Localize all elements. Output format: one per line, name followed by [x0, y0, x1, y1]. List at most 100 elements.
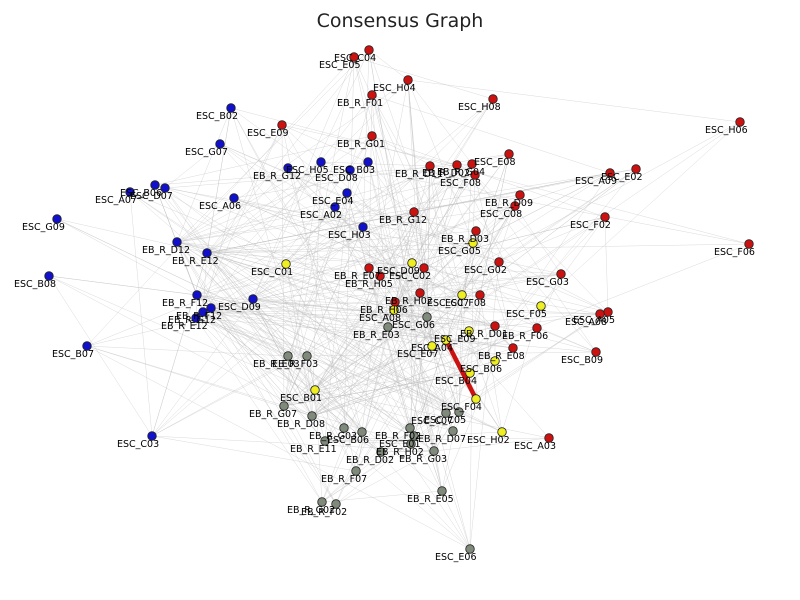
node-eb-r-g04[interactable] [467, 159, 477, 169]
node-esc-a02[interactable] [330, 202, 340, 212]
node-esc-d07[interactable] [160, 183, 170, 193]
node-eb-r-e12[interactable] [202, 248, 212, 258]
node-esc-f06[interactable] [744, 239, 754, 249]
node-eb-r-f12b[interactable] [206, 303, 216, 313]
node-eb-r-d07[interactable] [448, 426, 458, 436]
node-esc-e04[interactable] [342, 188, 352, 198]
node-esc-a06[interactable] [229, 193, 239, 203]
node-label: ESC_C05 [424, 415, 466, 426]
node-esc-b07[interactable] [82, 341, 92, 351]
node-esc-h05[interactable] [316, 157, 326, 167]
node-esc-b06b[interactable] [490, 356, 500, 366]
node-esc-b06[interactable] [150, 180, 160, 190]
node-esc-b02[interactable] [226, 103, 236, 113]
node-esc-f02[interactable] [600, 212, 610, 222]
node-esc-e07[interactable] [427, 341, 437, 351]
node-eb-r-d01[interactable] [490, 321, 500, 331]
node-eb-r-d02[interactable] [452, 160, 462, 170]
node-esc-c08[interactable] [510, 201, 520, 211]
node-esc-f08b[interactable] [475, 290, 485, 300]
node-esc-c01[interactable] [281, 259, 291, 269]
node-eb-r-h05[interactable] [375, 271, 385, 281]
node-eb-r-g12c[interactable] [198, 307, 208, 317]
node-esc-g09[interactable] [52, 214, 62, 224]
node-eb-r-d12[interactable] [172, 237, 182, 247]
node-esc-b04[interactable] [465, 368, 475, 378]
node-esc-c03[interactable] [147, 431, 157, 441]
node-eb-r-g03[interactable] [339, 423, 349, 433]
node-esc-b08[interactable] [44, 271, 54, 281]
node-eb-r-g03b[interactable] [429, 446, 439, 456]
node-eb-r-h02[interactable] [415, 288, 425, 298]
node-esc-c05[interactable] [454, 407, 464, 417]
node-eb-r-d11[interactable] [425, 161, 435, 171]
node-eb-r-e03b[interactable] [283, 351, 293, 361]
node-esc-e08[interactable] [504, 149, 514, 159]
node-esc-f04[interactable] [471, 394, 481, 404]
node-esc-a04[interactable] [441, 335, 451, 345]
node-eb-r-d03[interactable] [471, 226, 481, 236]
node-esc-a09[interactable] [605, 168, 615, 178]
node-eb-r-g01[interactable] [367, 131, 377, 141]
node-eb-r-h02b[interactable] [406, 439, 416, 449]
node-eb-r-d08[interactable] [307, 411, 317, 421]
node-esc-h04[interactable] [403, 75, 413, 85]
node-esc-c04[interactable] [364, 45, 374, 55]
node-esc-a08[interactable] [595, 309, 605, 319]
node-eb-r-f03[interactable] [302, 351, 312, 361]
node-esc-d08[interactable] [345, 165, 355, 175]
node-eb-r-e11[interactable] [320, 436, 330, 446]
node-esc-e02[interactable] [631, 164, 641, 174]
node-eb-r-f02[interactable] [405, 423, 415, 433]
node-esc-b09[interactable] [591, 347, 601, 357]
graph-edge [283, 56, 355, 407]
node-esc-e05[interactable] [349, 52, 359, 62]
node-eb-r-f07[interactable] [351, 466, 361, 476]
node-esc-e09b[interactable] [464, 326, 474, 336]
node-esc-h08[interactable] [488, 94, 498, 104]
node-eb-r-e12b[interactable] [191, 313, 201, 323]
node-esc-g05[interactable] [468, 238, 478, 248]
graph-edge [445, 194, 521, 341]
node-esc-c02[interactable] [419, 263, 429, 273]
node-eb-r-f06[interactable] [532, 323, 542, 333]
node-esc-g03[interactable] [556, 269, 566, 279]
node-esc-c07b[interactable] [441, 408, 451, 418]
node-esc-f05[interactable] [536, 301, 546, 311]
node-esc-a07[interactable] [125, 187, 135, 197]
node-eb-r-f12[interactable] [192, 290, 202, 300]
node-esc-b01[interactable] [310, 385, 320, 395]
node-esc-g06[interactable] [422, 312, 432, 322]
node-esc-e09[interactable] [277, 120, 287, 130]
node-eb-r-g12[interactable] [409, 207, 419, 217]
node-esc-g07[interactable] [215, 139, 225, 149]
node-eb-r-f01[interactable] [367, 90, 377, 100]
node-esc-a03[interactable] [544, 433, 554, 443]
node-eb-r-e05[interactable] [437, 486, 447, 496]
node-esc-d09b[interactable] [407, 258, 417, 268]
node-esc-d09[interactable] [248, 294, 258, 304]
node-esc-e01[interactable] [409, 431, 419, 441]
node-eb-r-e03[interactable] [383, 322, 393, 332]
node-label: ESC_A07 [95, 195, 137, 206]
node-eb-r-g07[interactable] [279, 401, 289, 411]
node-esc-e06[interactable] [465, 544, 475, 554]
node-esc-h03[interactable] [358, 222, 368, 232]
node-esc-c07[interactable] [457, 290, 467, 300]
node-esc-f08[interactable] [470, 170, 480, 180]
node-eb-r-e07[interactable] [364, 263, 374, 273]
node-esc-a08b[interactable] [389, 305, 399, 315]
node-esc-b06c[interactable] [357, 427, 367, 437]
node-esc-h02[interactable] [497, 427, 507, 437]
node-eb-r-d02b[interactable] [376, 447, 386, 457]
node-eb-r-g12b[interactable] [283, 163, 293, 173]
node-esc-g02[interactable] [494, 257, 504, 267]
node-eb-r-d09[interactable] [515, 190, 525, 200]
node-esc-h06[interactable] [735, 117, 745, 127]
node-eb-r-f02b[interactable] [331, 499, 341, 509]
node-eb-r-e08[interactable] [508, 343, 518, 353]
node-esc-b03[interactable] [363, 157, 373, 167]
graph-edge [458, 294, 463, 413]
node-eb-r-g02[interactable] [317, 497, 327, 507]
node-label: ESC_H06 [705, 125, 748, 136]
